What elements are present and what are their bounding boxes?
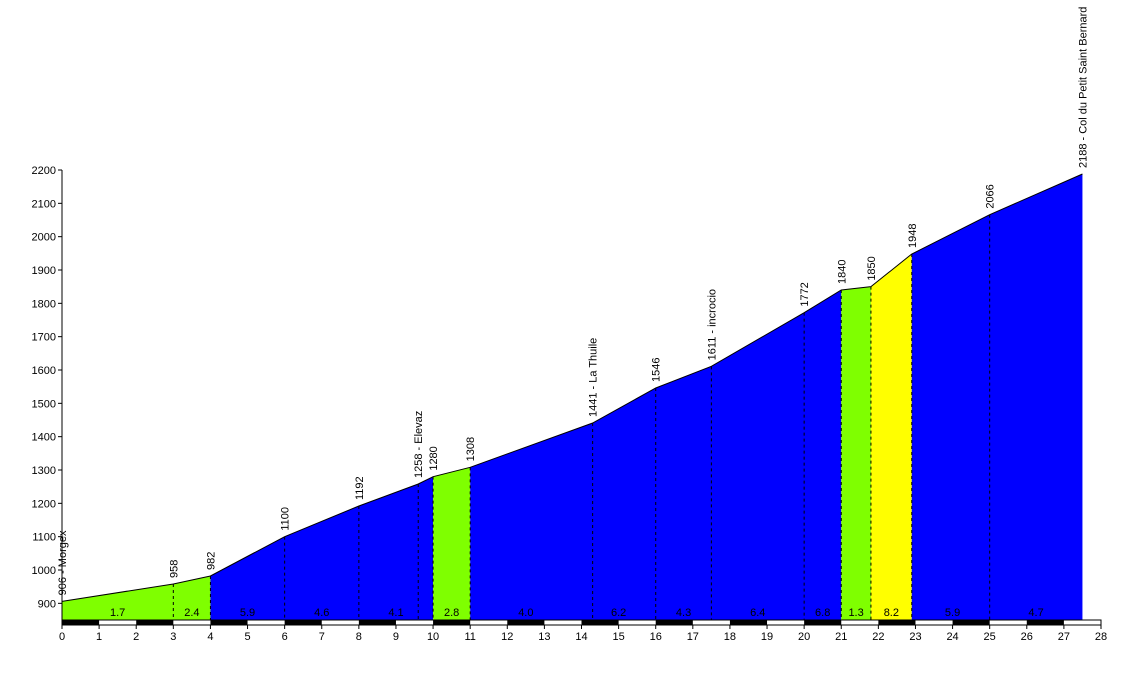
y-tick-label-1400: 1400 <box>32 432 56 444</box>
x-tick-label-2: 2 <box>133 631 139 643</box>
x-tick-label-24: 24 <box>946 631 958 643</box>
point-label-13: 1850 <box>866 256 878 280</box>
y-tick-label-1900: 1900 <box>32 265 56 277</box>
y-tick-label-1000: 1000 <box>32 565 56 577</box>
x-tick-label-3: 3 <box>170 631 176 643</box>
segment-area-2 <box>433 467 471 620</box>
x-tick-label-12: 12 <box>501 631 513 643</box>
x-tick-label-10: 10 <box>427 631 439 643</box>
segment-label-14: 4.7 <box>1028 607 1043 619</box>
x-tick-label-8: 8 <box>356 631 362 643</box>
segment-label-13: 5.9 <box>945 607 960 619</box>
distance-bar-block-8 <box>358 620 396 625</box>
x-tick-label-26: 26 <box>1021 631 1033 643</box>
point-label-10: 1611 - incrocio <box>706 289 718 360</box>
distance-bar-block-2 <box>136 620 174 625</box>
point-label-2: 982 <box>205 552 217 570</box>
x-tick-label-27: 27 <box>1058 631 1070 643</box>
x-tick-label-14: 14 <box>575 631 587 643</box>
x-tick-label-17: 17 <box>687 631 699 643</box>
distance-bar-block-14 <box>581 620 619 625</box>
x-tick-label-1: 1 <box>96 631 102 643</box>
segment-label-1: 2.4 <box>184 607 199 619</box>
segment-area-6 <box>911 174 1083 620</box>
x-tick-label-4: 4 <box>207 631 213 643</box>
x-tick-label-20: 20 <box>798 631 810 643</box>
segment-label-5: 2.8 <box>444 607 459 619</box>
y-tick-label-900: 900 <box>38 598 56 610</box>
segment-label-3: 4.6 <box>314 607 329 619</box>
y-tick-label-1800: 1800 <box>32 298 56 310</box>
x-tick-label-21: 21 <box>835 631 847 643</box>
point-label-4: 1192 <box>354 476 366 500</box>
point-label-16: 2188 - Col du Petit Saint Bernard <box>1077 7 1089 168</box>
distance-bar-block-6 <box>284 620 322 625</box>
segment-label-6: 4.0 <box>518 607 533 619</box>
point-label-8: 1441 - La Thuile <box>588 338 600 417</box>
x-tick-label-25: 25 <box>984 631 996 643</box>
y-tick-label-1700: 1700 <box>32 332 56 344</box>
x-tick-label-11: 11 <box>464 631 475 643</box>
distance-bar-block-18 <box>729 620 768 625</box>
y-tick-label-2000: 2000 <box>32 232 56 244</box>
x-tick-label-22: 22 <box>872 631 884 643</box>
point-label-3: 1100 <box>280 507 292 531</box>
point-label-6: 1280 <box>428 446 440 470</box>
y-tick-label-2100: 2100 <box>32 198 56 210</box>
y-tick-label-1600: 1600 <box>32 365 56 377</box>
point-label-14: 1948 <box>907 224 919 248</box>
x-tick-label-23: 23 <box>909 631 921 643</box>
point-label-12: 1840 <box>836 260 848 284</box>
point-label-5: 1258 - Elevaz <box>413 411 425 478</box>
point-label-7: 1308 <box>465 437 477 461</box>
segment-label-7: 6.2 <box>611 607 626 619</box>
x-tick-label-28: 28 <box>1095 631 1107 643</box>
y-tick-label-2200: 2200 <box>32 165 56 177</box>
distance-bar-block-20 <box>804 620 842 625</box>
y-tick-label-1300: 1300 <box>32 465 56 477</box>
segment-area-4 <box>841 286 871 620</box>
x-tick-label-0: 0 <box>59 631 65 643</box>
distance-bar-block-22 <box>878 620 916 625</box>
distance-bar-block-4 <box>210 620 248 625</box>
x-tick-label-19: 19 <box>761 631 773 643</box>
y-tick-label-1500: 1500 <box>32 398 56 410</box>
x-tick-label-15: 15 <box>612 631 624 643</box>
segment-area-1 <box>210 476 434 620</box>
segment-label-8: 4.3 <box>676 607 691 619</box>
point-label-9: 1546 <box>651 358 663 382</box>
x-tick-label-5: 5 <box>244 631 250 643</box>
x-tick-label-9: 9 <box>393 631 399 643</box>
x-tick-label-6: 6 <box>282 631 288 643</box>
x-tick-label-18: 18 <box>724 631 736 643</box>
y-tick-label-1100: 1100 <box>32 532 56 544</box>
x-tick-label-16: 16 <box>650 631 662 643</box>
point-label-0: 906 - Morgex <box>57 530 69 595</box>
distance-bar-block-24 <box>952 620 990 625</box>
distance-bar-block-16 <box>655 620 693 625</box>
axes: 0 1 2 3 4 5 6 7 8 9 10 11 12 13 14 15 16 17 18 19 20 21 22 23 24… <box>32 165 1108 643</box>
segment-gradient-labels: 1.7 2.4 5.9 4.6 4.1 2.8 4.0 6.2 4.3 6.4 6.8 1.3 8.2 5… <box>110 607 1044 619</box>
x-tick-label-7: 7 <box>319 631 325 643</box>
segment-label-2: 5.9 <box>240 607 255 619</box>
segment-label-0: 1.7 <box>110 607 125 619</box>
distance-bar-block-10 <box>433 620 471 625</box>
distance-bar-block-0 <box>62 620 100 625</box>
segment-label-12: 8.2 <box>884 607 899 619</box>
point-label-11: 1772 <box>799 282 811 306</box>
segment-label-11: 1.3 <box>848 607 863 619</box>
x-tick-label-13: 13 <box>538 631 550 643</box>
distance-bar-block-12 <box>507 620 545 625</box>
distance-bar-block-26 <box>1026 620 1064 625</box>
point-label-1: 958 <box>168 560 180 578</box>
point-label-15: 2066 <box>985 184 997 208</box>
segment-label-9: 6.4 <box>750 607 765 619</box>
y-tick-label-1200: 1200 <box>32 498 56 510</box>
profile-dividers <box>172 214 991 620</box>
segment-label-4: 4.1 <box>388 607 403 619</box>
segment-area-5 <box>870 254 912 620</box>
segment-label-10: 6.8 <box>815 607 830 619</box>
